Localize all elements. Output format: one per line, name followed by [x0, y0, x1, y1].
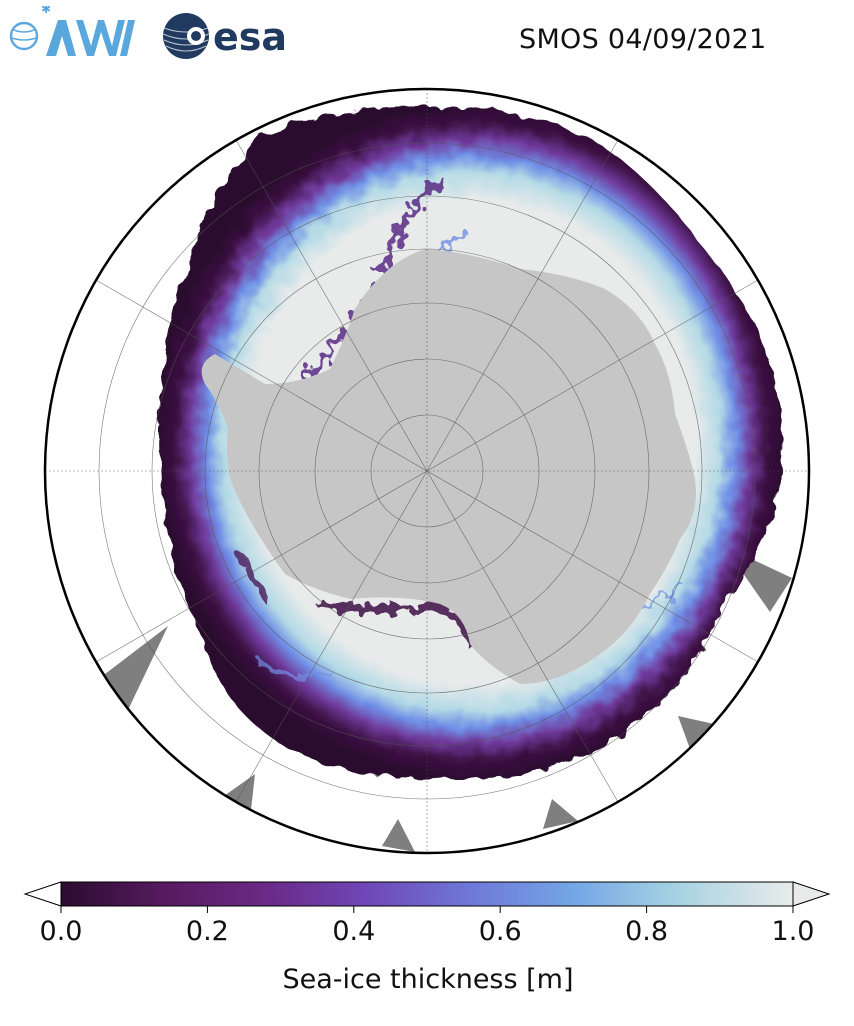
colorbar-gradient — [60, 881, 794, 907]
svg-text:✱: ✱ — [41, 6, 51, 16]
map-title: SMOS 04/09/2021 — [519, 24, 767, 55]
colorbar-label: Sea-ice thickness [m] — [282, 964, 574, 995]
colorbar-tick-label: 0.0 — [40, 916, 83, 942]
colorbar-extend-high — [792, 881, 831, 907]
colorbar-tick-label: 0.4 — [332, 916, 375, 942]
colorbar-tick-label: 0.6 — [479, 916, 522, 942]
esa-logo: esa — [162, 13, 287, 59]
logos: ✱ esa — [9, 6, 287, 59]
colorbar-tick-label: 0.8 — [625, 916, 668, 942]
colorbar-extend-low — [23, 881, 62, 907]
colorbar-tick-label: 0.2 — [186, 916, 229, 942]
colorbar: 0.0 0.2 0.4 0.6 0.8 1.0 — [23, 881, 831, 942]
colorbar-tick-label: 1.0 — [772, 916, 815, 942]
globe-boundary — [43, 87, 811, 855]
colorbar-ticks: 0.0 0.2 0.4 0.6 0.8 1.0 — [40, 906, 815, 942]
polar-map — [43, 87, 811, 855]
gridlines — [45, 89, 809, 853]
antarctica — [201, 249, 696, 684]
awi-logo: ✱ — [9, 6, 135, 56]
svg-text:esa: esa — [213, 15, 287, 59]
